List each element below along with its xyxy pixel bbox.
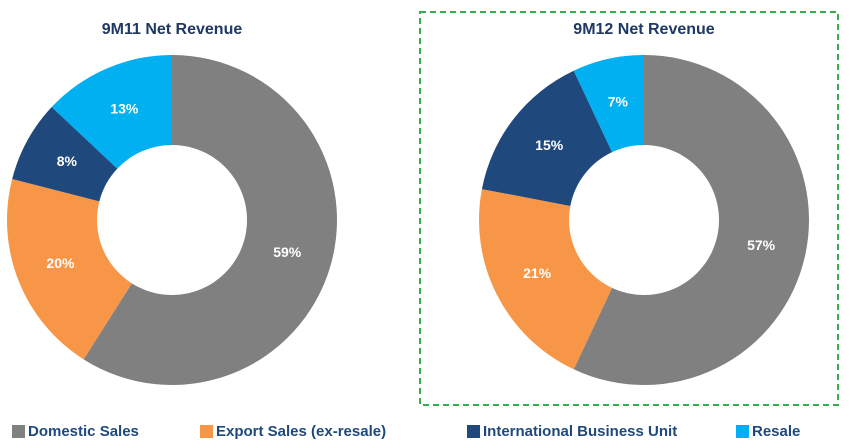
highlight-box (419, 11, 839, 406)
data-label: 20% (46, 255, 75, 271)
legend-swatch (200, 425, 213, 438)
legend-label: Resale (752, 423, 800, 440)
donut-slice (573, 55, 644, 153)
data-label: 21% (523, 265, 552, 281)
donut-slice (12, 107, 118, 202)
legend-swatch (12, 425, 25, 438)
data-label: 13% (110, 101, 139, 117)
data-label: 7% (608, 94, 629, 110)
donut-slice (573, 55, 809, 385)
chart-title: 9M11 Net Revenue (102, 21, 243, 38)
legend-swatch (736, 425, 749, 438)
data-label: 8% (57, 153, 78, 169)
data-label: 57% (747, 237, 776, 253)
data-label: 59% (273, 244, 302, 260)
data-label: 15% (535, 137, 564, 153)
legend-swatch (467, 425, 480, 438)
donut-slice (83, 55, 337, 385)
donut-slice (479, 189, 613, 370)
donut-slice (481, 70, 613, 206)
legend-label: Domestic Sales (28, 423, 139, 440)
legend-label: International Business Unit (483, 423, 677, 440)
chart-title: 9M12 Net Revenue (573, 21, 714, 38)
donut-slice (51, 55, 172, 169)
legend-label: Export Sales (ex-resale) (216, 423, 386, 440)
donut-slice (6, 178, 132, 360)
